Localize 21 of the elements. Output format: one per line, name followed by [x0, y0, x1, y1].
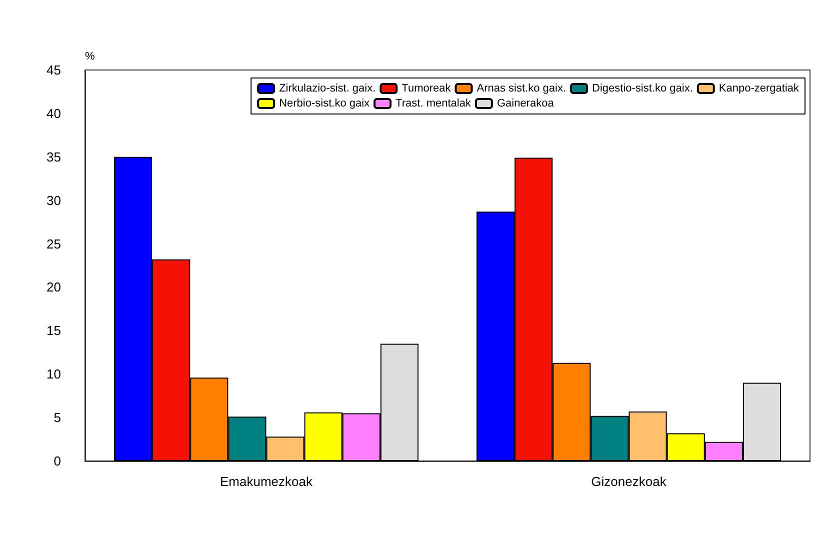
legend-label: Digestio-sist.ko gaix.	[592, 82, 693, 94]
legend-label: Gainerakoa	[496, 98, 555, 110]
legend-label: Arnas sist.ko gaix.	[476, 82, 566, 94]
y-tick-label: 5	[54, 410, 61, 426]
x-tick-label: Emakumezkoak	[220, 474, 313, 489]
legend-label: Trast. mentalak	[396, 98, 472, 110]
x-tick-label: Gizonezkoak	[591, 474, 667, 489]
y-tick-label: 25	[46, 236, 61, 252]
y-tick-label: 0	[54, 454, 61, 468]
y-tick-label: 15	[46, 323, 61, 338]
legend-label: Nerbio-sist.ko gaix	[279, 98, 370, 110]
y-tick-label: 35	[46, 149, 61, 164]
y-tick-label: 30	[46, 192, 61, 208]
y-tick-label: 20	[46, 280, 61, 295]
y-tick-label: 45	[46, 62, 61, 78]
legend-label: Zirkulazio-sist. gaix.	[279, 82, 376, 94]
y-axis-title: %	[85, 50, 95, 62]
y-tick-label: 40	[46, 106, 61, 121]
legend-label: Tumoreak	[402, 82, 452, 94]
legend-label: Kanpo-zergatiak	[718, 82, 800, 94]
y-tick-label: 10	[46, 366, 61, 382]
